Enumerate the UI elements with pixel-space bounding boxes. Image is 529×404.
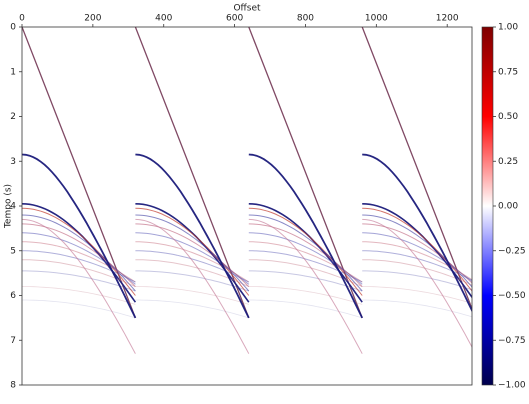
seismic-event	[22, 218, 136, 354]
y-tick-label: 0	[10, 23, 16, 33]
x-tick-label: 0	[19, 14, 25, 24]
seismic-event	[362, 203, 472, 299]
y-tick-label: 2	[10, 112, 16, 122]
seismic-event	[22, 207, 136, 296]
colorbar-tick-label: 0.25	[498, 157, 518, 167]
seismic-event	[135, 153, 250, 319]
seismic-event	[248, 299, 363, 319]
seismic-event	[135, 286, 249, 305]
colorbar	[481, 26, 494, 386]
seismic-event	[362, 207, 472, 292]
y-tick-label: 1	[10, 67, 16, 77]
seismic-event	[248, 207, 363, 296]
x-tick-label: 600	[226, 14, 243, 24]
x-tick-label: 1200	[436, 14, 459, 24]
seismic-event	[362, 250, 472, 281]
seismic-event	[22, 241, 136, 283]
seismic-event	[248, 218, 363, 354]
seismic-event	[135, 207, 250, 296]
seismic-event	[248, 270, 363, 292]
seismic-event	[135, 232, 250, 285]
x-tick-label: 400	[155, 14, 172, 24]
seismic-event	[135, 270, 249, 292]
seismic-event	[22, 232, 136, 285]
colorbar-tick-label: −0.25	[498, 246, 526, 256]
seismic-image	[22, 27, 472, 354]
seismic-event	[248, 286, 363, 305]
seismic-event	[22, 153, 137, 319]
seismic-event	[135, 218, 250, 354]
seismic-event	[135, 241, 250, 283]
y-tick-label: 3	[10, 157, 16, 167]
seismic-event	[362, 299, 472, 318]
colorbar-tick-label: 0.00	[498, 202, 518, 212]
y-tick-label: 8	[10, 381, 16, 391]
colorbar-tick-label: 0.50	[498, 112, 518, 122]
seismic-event	[135, 299, 249, 319]
colorbar-tick-label: 0.75	[498, 67, 518, 77]
y-axis-label: Tempo (s)	[4, 184, 14, 229]
seismic-event	[135, 250, 250, 283]
seismic-event	[362, 241, 472, 281]
seismic-event	[22, 299, 136, 319]
x-tick-label: 1000	[365, 14, 388, 24]
seismic-event	[362, 270, 472, 291]
seismic-event	[362, 232, 472, 283]
seismic-event	[135, 203, 250, 303]
x-axis-label: Offset	[233, 4, 261, 14]
seismic-event	[248, 153, 364, 319]
seismic-event	[22, 250, 136, 283]
colorbar-tick-label: −0.75	[498, 336, 526, 346]
y-tick-label: 7	[10, 336, 16, 346]
seismic-event	[22, 270, 136, 292]
colorbar-tick-label: −1.00	[498, 381, 526, 391]
y-tick-label: 5	[10, 246, 16, 256]
seismic-event	[22, 203, 137, 303]
x-tick-label: 800	[297, 14, 314, 24]
seismic-event	[248, 241, 363, 283]
seismic-event	[362, 218, 472, 349]
seismic-event	[362, 286, 472, 304]
y-tick-label: 6	[10, 291, 16, 301]
seismic-event	[248, 232, 363, 285]
seismic-event	[248, 250, 363, 283]
x-tick-label: 200	[84, 14, 101, 24]
colorbar-tick-label: 1.00	[498, 23, 518, 33]
seismic-event	[22, 286, 136, 305]
seismic-event	[362, 153, 472, 313]
colorbar-tick-label: −0.50	[498, 291, 526, 301]
seismic-event	[248, 203, 363, 303]
plot-area	[22, 27, 472, 385]
y-tick-label: 4	[10, 202, 16, 212]
